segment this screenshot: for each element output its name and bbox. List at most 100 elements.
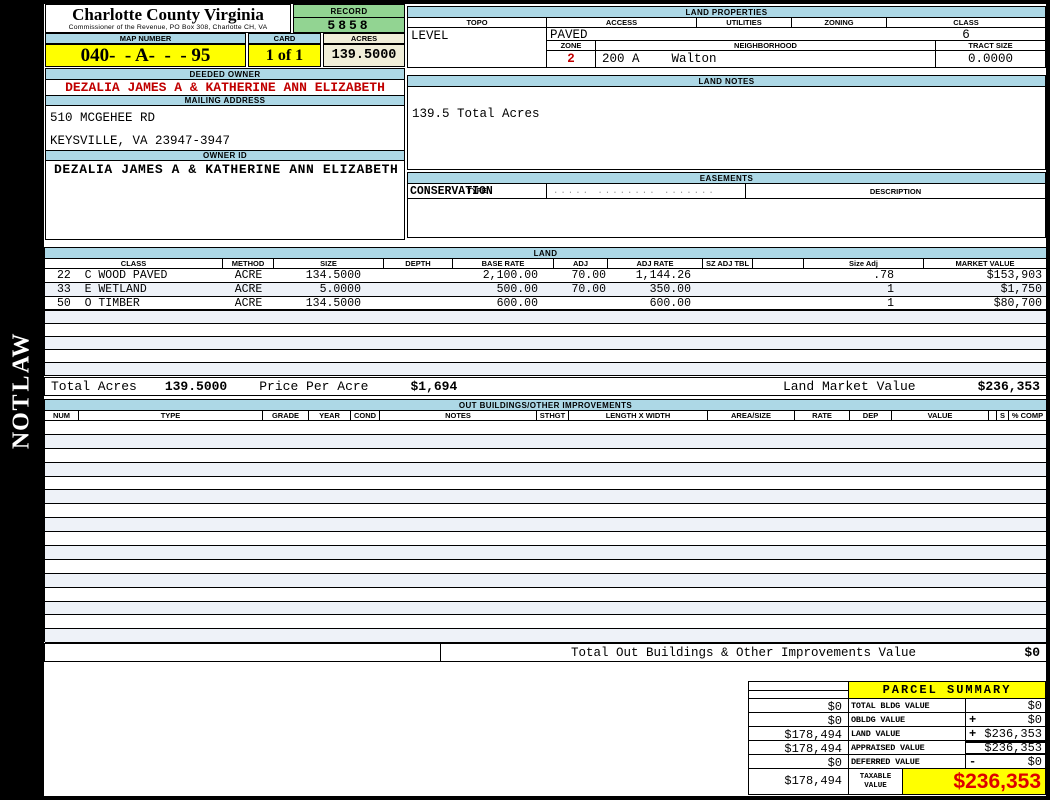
col-grade: GRADE <box>263 411 309 420</box>
col-market-value: MARKET VALUE <box>955 259 1015 268</box>
acres-label: ACRES <box>323 33 405 44</box>
summary-row: $0 DEFERRED VALUE - $0 <box>749 755 1045 770</box>
owner-section-filler <box>46 177 404 239</box>
owner-id-label: OWNER ID <box>46 150 404 161</box>
land-properties-headers: TOPO ACCESS UTILITIES ZONING CLASS <box>408 18 1045 28</box>
land-table: LAND CLASS METHOD SIZE DEPTH BASE RATE A… <box>44 247 1047 376</box>
taxable-left-value: $178,494 <box>749 769 849 794</box>
col-adj: ADJ <box>554 259 608 268</box>
empty-out-building-row <box>45 629 1046 644</box>
deeded-owner-value: DEZALIA JAMES A & KATHERINE ANN ELIZABET… <box>65 80 385 95</box>
out-buildings-empty-rows <box>45 421 1046 644</box>
col-size: SIZE <box>274 259 384 268</box>
col-depth: DEPTH <box>384 259 453 268</box>
col-method: METHOD <box>223 259 274 268</box>
col-dep: DEP <box>850 411 892 420</box>
col-blank <box>753 259 804 268</box>
total-acres-label: Total Acres <box>51 379 137 394</box>
empty-out-building-row <box>45 490 1046 505</box>
land-row: 22 C WOOD PAVED ACRE 134.5000 2,100.00 70.00… <box>45 269 1046 283</box>
land-column-headers: CLASS METHOD SIZE DEPTH BASE RATE ADJ AD… <box>45 259 1046 269</box>
easement-type-label: TYPE <box>467 186 487 195</box>
utilities-label: UTILITIES <box>697 18 792 27</box>
class-label: CLASS <box>953 18 979 27</box>
empty-out-building-row <box>45 477 1046 491</box>
card-label: CARD <box>248 33 321 44</box>
taxable-value-row: $178,494 TAXABLE VALUE $236,353 <box>749 769 1045 794</box>
land-properties-label: LAND PROPERTIES <box>408 7 1045 18</box>
empty-land-row <box>45 350 1046 363</box>
out-buildings-total-row: Total Out Buildings & Other Improvements… <box>44 643 1047 662</box>
col-num: NUM <box>45 411 79 420</box>
land-market-value-label: Land Market Value <box>782 379 916 394</box>
summary-row: $0 TOTAL BLDG VALUE $0 <box>749 699 1045 714</box>
out-buildings-total-label: Total Out Buildings & Other Improvements… <box>570 645 917 660</box>
empty-out-building-row <box>45 434 1046 449</box>
empty-out-building-row <box>45 546 1046 560</box>
empty-out-building-row <box>45 588 1046 602</box>
empty-out-building-row <box>45 518 1046 533</box>
summary-row: $0 OBLDG VALUE + $0 <box>749 713 1045 728</box>
summary-row: $178,494 APPRAISED VALUE $236,353 <box>749 741 1045 756</box>
owner-section: DEEDED OWNER DEZALIA JAMES A & KATHERINE… <box>45 68 405 240</box>
land-section-label: LAND <box>45 248 1046 259</box>
district-letter: N <box>8 431 35 450</box>
out-buildings-label: OUT BUILDINGS/OTHER IMPROVEMENTS <box>45 400 1046 411</box>
easement-placeholder: ..... ........ ....... <box>547 184 746 198</box>
land-row: 33 E WETLAND ACRE 5.0000 500.00 70.00 350.00 1… <box>45 283 1046 297</box>
neighborhood-name: Walton <box>671 52 717 66</box>
price-per-acre-label: Price Per Acre <box>259 379 369 394</box>
taxable-value: $236,353 <box>903 769 1045 794</box>
col-class: CLASS <box>45 259 223 268</box>
county-title: Charlotte County Virginia <box>72 5 264 24</box>
out-buildings-total-value: $0 <box>1024 645 1040 660</box>
owner-id-value: DEZALIA JAMES A & KATHERINE ANN ELIZABET… <box>54 161 399 177</box>
utilities-value <box>697 28 792 40</box>
empty-land-row <box>45 337 1046 350</box>
access-value: PAVED <box>550 28 588 42</box>
parcel-summary: PARCEL SUMMARY $0 TOTAL BLDG VALUE $0 $0… <box>748 681 1046 795</box>
land-row: 50 O TIMBER ACRE 134.5000 600.00 600.00 1 $80,… <box>45 297 1046 311</box>
land-notes-section: LAND NOTES 139.5 Total Acres <box>407 75 1046 170</box>
col-s: S <box>997 411 1009 420</box>
col-pct-comp: % COMP <box>1011 411 1044 420</box>
col-spacer <box>989 411 997 420</box>
empty-out-building-row <box>45 532 1046 547</box>
land-market-value: $236,353 <box>977 379 1040 394</box>
col-rate: RATE <box>795 411 850 420</box>
summary-row: $178,494 LAND VALUE + $236,353 <box>749 727 1045 742</box>
col-sthgt: STHGT <box>537 411 569 420</box>
empty-out-building-row <box>45 421 1046 435</box>
land-totals-row: Total Acres 139.5000 Price Per Acre $1,6… <box>44 377 1047 396</box>
class-value: 6 <box>962 28 970 42</box>
col-area-size: AREA/SIZE <box>708 411 795 420</box>
empty-land-row <box>45 311 1046 324</box>
easements-filler <box>408 199 1045 237</box>
col-adj-rate: ADJ RATE <box>608 259 703 268</box>
empty-land-row <box>45 324 1046 337</box>
land-note-text: 139.5 Total Acres <box>412 107 540 121</box>
parcel-summary-title: PARCEL SUMMARY <box>849 682 1045 699</box>
tract-size-label: TRACT SIZE <box>968 41 1013 50</box>
summary-spacer-cells <box>749 682 849 699</box>
total-acres-value: 139.5000 <box>164 379 228 394</box>
easement-type-cell: TYPE CONSERVATION <box>408 184 547 198</box>
taxable-value-label: TAXABLE VALUE <box>849 769 903 794</box>
col-length-width: LENGTH X WIDTH <box>569 411 708 420</box>
zoning-value <box>792 28 887 40</box>
empty-land-row <box>45 363 1046 376</box>
zone-label: ZONE <box>547 41 596 50</box>
empty-out-building-row <box>45 449 1046 463</box>
col-sz-adj-tbl: SZ ADJ TBL <box>703 259 753 268</box>
topo-label: TOPO <box>408 18 547 27</box>
empty-out-building-row <box>45 573 1046 588</box>
topo-value: LEVEL <box>408 28 547 67</box>
col-year: YEAR <box>309 411 351 420</box>
address-line-1: 510 MCGEHEE RD <box>50 111 156 125</box>
empty-out-building-row <box>45 504 1046 519</box>
col-value: VALUE <box>892 411 989 420</box>
card-value: 1 of 1 <box>248 44 321 67</box>
